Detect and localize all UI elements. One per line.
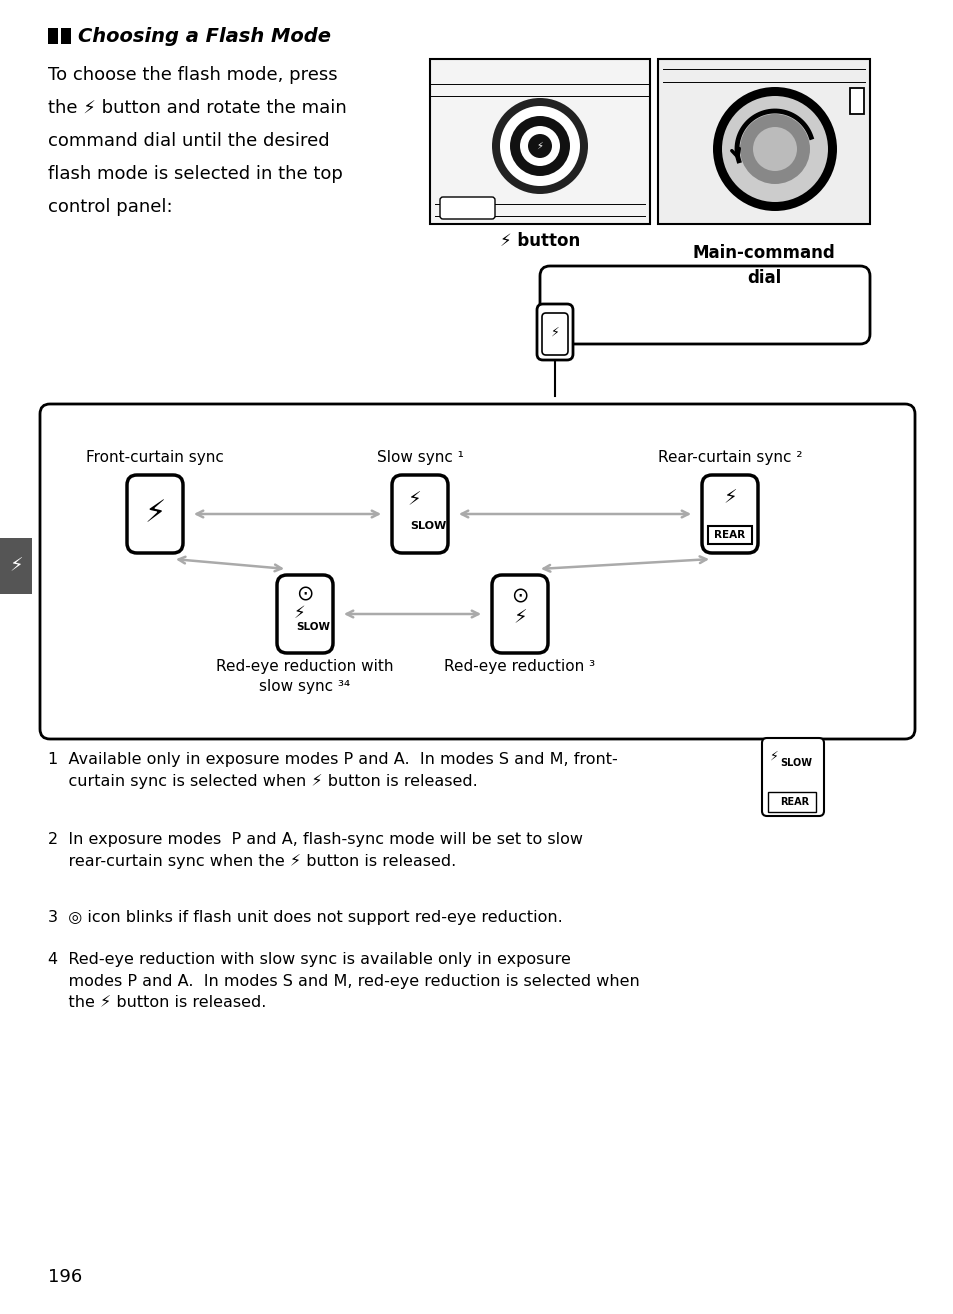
Text: REAR: REAR	[714, 530, 745, 540]
Text: 3  ◎ icon blinks if flash unit does not support red-eye reduction.: 3 ◎ icon blinks if flash unit does not s…	[48, 911, 562, 925]
Circle shape	[492, 99, 587, 194]
Bar	[61, 28, 71, 43]
Text: Rear-curtain sync ²: Rear-curtain sync ²	[657, 449, 801, 465]
Text: ⚡: ⚡	[407, 490, 420, 510]
Text: REAR: REAR	[780, 798, 809, 807]
FancyBboxPatch shape	[701, 474, 758, 553]
FancyBboxPatch shape	[761, 738, 823, 816]
Text: Front-curtain sync: Front-curtain sync	[86, 449, 224, 465]
Circle shape	[527, 134, 552, 158]
FancyBboxPatch shape	[276, 576, 333, 653]
FancyBboxPatch shape	[40, 403, 914, 738]
Text: To choose the flash mode, press: To choose the flash mode, press	[48, 66, 337, 84]
Bar	[767, 792, 815, 812]
Text: ⚡: ⚡	[513, 608, 526, 628]
Text: SLOW: SLOW	[410, 520, 446, 531]
FancyBboxPatch shape	[539, 265, 869, 344]
Text: ⚡ button: ⚡ button	[499, 233, 579, 250]
FancyBboxPatch shape	[439, 197, 495, 219]
Text: flash mode is selected in the top: flash mode is selected in the top	[48, 166, 342, 183]
Circle shape	[740, 114, 809, 184]
Text: ⚡: ⚡	[769, 749, 778, 762]
Text: ⊙: ⊙	[296, 583, 314, 604]
FancyBboxPatch shape	[127, 474, 183, 553]
Text: ⚡: ⚡	[293, 604, 305, 622]
Text: ⚡: ⚡	[536, 141, 543, 151]
Text: Choosing a Flash Mode: Choosing a Flash Mode	[78, 26, 331, 46]
FancyBboxPatch shape	[541, 313, 567, 355]
Text: Slow sync ¹: Slow sync ¹	[376, 449, 463, 465]
Text: 1  Available only in exposure modes P and A.  In modes S and M, front-
    curta: 1 Available only in exposure modes P and…	[48, 752, 618, 788]
Circle shape	[712, 87, 836, 212]
FancyBboxPatch shape	[392, 474, 448, 553]
Text: ⚡: ⚡	[10, 557, 23, 576]
Text: ⚡: ⚡	[722, 489, 736, 507]
Text: 2  In exposure modes  P and A, flash-sync mode will be set to slow
    rear-curt: 2 In exposure modes P and A, flash-sync …	[48, 832, 582, 869]
Circle shape	[510, 116, 569, 176]
Text: the ⚡ button and rotate the main: the ⚡ button and rotate the main	[48, 99, 346, 117]
Text: ⚡: ⚡	[144, 499, 166, 528]
Circle shape	[519, 126, 559, 166]
Text: Main-command
dial: Main-command dial	[692, 244, 835, 286]
Bar	[0, 537, 32, 594]
Text: 196: 196	[48, 1268, 82, 1286]
Text: ⚡: ⚡	[550, 326, 558, 339]
Text: Red-eye reduction ³: Red-eye reduction ³	[444, 660, 595, 674]
Text: command dial until the desired: command dial until the desired	[48, 131, 330, 150]
Bar	[430, 59, 649, 223]
Text: ⊙: ⊙	[511, 586, 528, 606]
Text: control panel:: control panel:	[48, 198, 172, 215]
Text: SLOW: SLOW	[295, 622, 330, 632]
Text: Red-eye reduction with
slow sync ³⁴: Red-eye reduction with slow sync ³⁴	[216, 660, 394, 694]
FancyBboxPatch shape	[492, 576, 547, 653]
Bar	[707, 526, 751, 544]
Circle shape	[752, 127, 796, 171]
Circle shape	[499, 106, 579, 187]
Text: 4  Red-eye reduction with slow sync is available only in exposure
    modes P an: 4 Red-eye reduction with slow sync is av…	[48, 953, 639, 1010]
FancyBboxPatch shape	[537, 304, 573, 360]
Bar	[658, 59, 869, 223]
Bar	[48, 28, 58, 43]
Bar	[849, 88, 863, 114]
Circle shape	[721, 96, 827, 202]
Text: SLOW: SLOW	[780, 758, 811, 767]
